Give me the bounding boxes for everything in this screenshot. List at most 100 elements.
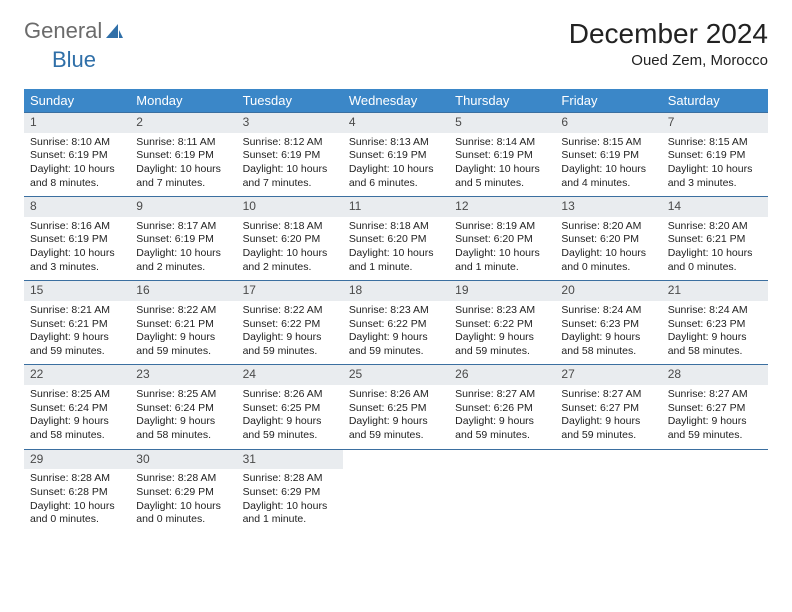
sunrise-text: Sunrise: 8:15 AM: [561, 136, 655, 150]
daylight-text: Daylight: 9 hours: [30, 331, 124, 345]
sunrise-text: Sunrise: 8:22 AM: [136, 304, 230, 318]
daylight-text: Daylight: 9 hours: [243, 331, 337, 345]
sunrise-text: Sunrise: 8:27 AM: [455, 388, 549, 402]
day-details: Sunrise: 8:20 AMSunset: 6:21 PMDaylight:…: [662, 217, 768, 281]
weekday-header: Wednesday: [343, 89, 449, 112]
calendar-week-row: 1Sunrise: 8:10 AMSunset: 6:19 PMDaylight…: [24, 112, 768, 196]
sunrise-text: Sunrise: 8:28 AM: [243, 472, 337, 486]
daylight-text: Daylight: 10 hours: [30, 500, 124, 514]
day-details: Sunrise: 8:16 AMSunset: 6:19 PMDaylight:…: [24, 217, 130, 281]
day-number: 12: [449, 197, 555, 217]
daylight-text: and 0 minutes.: [668, 261, 762, 275]
day-details: Sunrise: 8:28 AMSunset: 6:29 PMDaylight:…: [237, 469, 343, 533]
daylight-text: and 58 minutes.: [136, 429, 230, 443]
sunset-text: Sunset: 6:19 PM: [136, 233, 230, 247]
sunrise-text: Sunrise: 8:28 AM: [136, 472, 230, 486]
calendar-day-cell: 16Sunrise: 8:22 AMSunset: 6:21 PMDayligh…: [130, 281, 236, 364]
sunrise-text: Sunrise: 8:23 AM: [455, 304, 549, 318]
day-number: 24: [237, 365, 343, 385]
sunset-text: Sunset: 6:24 PM: [30, 402, 124, 416]
sunset-text: Sunset: 6:27 PM: [668, 402, 762, 416]
daylight-text: and 2 minutes.: [243, 261, 337, 275]
day-details: Sunrise: 8:14 AMSunset: 6:19 PMDaylight:…: [449, 133, 555, 197]
day-number: 17: [237, 281, 343, 301]
daylight-text: and 1 minute.: [349, 261, 443, 275]
brand-part2: Blue: [52, 47, 96, 73]
calendar-day-cell: 25Sunrise: 8:26 AMSunset: 6:25 PMDayligh…: [343, 365, 449, 448]
sunset-text: Sunset: 6:19 PM: [136, 149, 230, 163]
day-number: 21: [662, 281, 768, 301]
daylight-text: Daylight: 9 hours: [561, 331, 655, 345]
daylight-text: and 0 minutes.: [561, 261, 655, 275]
sunrise-text: Sunrise: 8:18 AM: [243, 220, 337, 234]
calendar-day-cell: 17Sunrise: 8:22 AMSunset: 6:22 PMDayligh…: [237, 281, 343, 364]
day-number: 29: [24, 450, 130, 470]
daylight-text: and 59 minutes.: [455, 345, 549, 359]
daylight-text: Daylight: 9 hours: [136, 415, 230, 429]
day-details: Sunrise: 8:28 AMSunset: 6:29 PMDaylight:…: [130, 469, 236, 533]
sunrise-text: Sunrise: 8:12 AM: [243, 136, 337, 150]
sunrise-text: Sunrise: 8:11 AM: [136, 136, 230, 150]
sunset-text: Sunset: 6:26 PM: [455, 402, 549, 416]
calendar-day-cell: [449, 450, 555, 533]
sunset-text: Sunset: 6:20 PM: [561, 233, 655, 247]
sunrise-text: Sunrise: 8:15 AM: [668, 136, 762, 150]
calendar-week-row: 8Sunrise: 8:16 AMSunset: 6:19 PMDaylight…: [24, 196, 768, 280]
daylight-text: and 0 minutes.: [136, 513, 230, 527]
day-number: 16: [130, 281, 236, 301]
sunrise-text: Sunrise: 8:27 AM: [561, 388, 655, 402]
weekday-header: Sunday: [24, 89, 130, 112]
day-details: Sunrise: 8:24 AMSunset: 6:23 PMDaylight:…: [555, 301, 661, 365]
sunset-text: Sunset: 6:19 PM: [668, 149, 762, 163]
calendar-day-cell: 23Sunrise: 8:25 AMSunset: 6:24 PMDayligh…: [130, 365, 236, 448]
day-number: 19: [449, 281, 555, 301]
day-details: Sunrise: 8:22 AMSunset: 6:22 PMDaylight:…: [237, 301, 343, 365]
day-details: Sunrise: 8:23 AMSunset: 6:22 PMDaylight:…: [449, 301, 555, 365]
calendar-day-cell: 10Sunrise: 8:18 AMSunset: 6:20 PMDayligh…: [237, 197, 343, 280]
day-details: Sunrise: 8:23 AMSunset: 6:22 PMDaylight:…: [343, 301, 449, 365]
sunset-text: Sunset: 6:25 PM: [349, 402, 443, 416]
daylight-text: Daylight: 9 hours: [349, 331, 443, 345]
sunset-text: Sunset: 6:19 PM: [561, 149, 655, 163]
day-number: 3: [237, 113, 343, 133]
sunset-text: Sunset: 6:21 PM: [136, 318, 230, 332]
calendar-week-row: 15Sunrise: 8:21 AMSunset: 6:21 PMDayligh…: [24, 280, 768, 364]
day-number: 26: [449, 365, 555, 385]
day-details: Sunrise: 8:12 AMSunset: 6:19 PMDaylight:…: [237, 133, 343, 197]
brand-sail-icon: [104, 22, 124, 40]
day-details: Sunrise: 8:27 AMSunset: 6:26 PMDaylight:…: [449, 385, 555, 449]
day-details: Sunrise: 8:22 AMSunset: 6:21 PMDaylight:…: [130, 301, 236, 365]
sunrise-text: Sunrise: 8:19 AM: [455, 220, 549, 234]
day-details: Sunrise: 8:13 AMSunset: 6:19 PMDaylight:…: [343, 133, 449, 197]
daylight-text: and 1 minute.: [455, 261, 549, 275]
calendar-day-cell: 9Sunrise: 8:17 AMSunset: 6:19 PMDaylight…: [130, 197, 236, 280]
day-details: Sunrise: 8:26 AMSunset: 6:25 PMDaylight:…: [343, 385, 449, 449]
month-title: December 2024: [569, 18, 768, 50]
daylight-text: Daylight: 10 hours: [243, 247, 337, 261]
calendar-day-cell: 26Sunrise: 8:27 AMSunset: 6:26 PMDayligh…: [449, 365, 555, 448]
calendar-day-cell: 24Sunrise: 8:26 AMSunset: 6:25 PMDayligh…: [237, 365, 343, 448]
sunrise-text: Sunrise: 8:21 AM: [30, 304, 124, 318]
daylight-text: Daylight: 9 hours: [455, 331, 549, 345]
sunset-text: Sunset: 6:25 PM: [243, 402, 337, 416]
daylight-text: and 59 minutes.: [349, 429, 443, 443]
calendar-day-cell: 31Sunrise: 8:28 AMSunset: 6:29 PMDayligh…: [237, 450, 343, 533]
daylight-text: and 59 minutes.: [349, 345, 443, 359]
daylight-text: Daylight: 10 hours: [455, 247, 549, 261]
calendar-week-row: 22Sunrise: 8:25 AMSunset: 6:24 PMDayligh…: [24, 364, 768, 448]
sunset-text: Sunset: 6:23 PM: [668, 318, 762, 332]
sunrise-text: Sunrise: 8:20 AM: [561, 220, 655, 234]
sunrise-text: Sunrise: 8:25 AM: [136, 388, 230, 402]
day-details: Sunrise: 8:15 AMSunset: 6:19 PMDaylight:…: [555, 133, 661, 197]
daylight-text: and 1 minute.: [243, 513, 337, 527]
day-details: Sunrise: 8:17 AMSunset: 6:19 PMDaylight:…: [130, 217, 236, 281]
day-details: Sunrise: 8:21 AMSunset: 6:21 PMDaylight:…: [24, 301, 130, 365]
sunset-text: Sunset: 6:19 PM: [30, 149, 124, 163]
calendar-day-cell: 14Sunrise: 8:20 AMSunset: 6:21 PMDayligh…: [662, 197, 768, 280]
sunset-text: Sunset: 6:20 PM: [243, 233, 337, 247]
sunrise-text: Sunrise: 8:28 AM: [30, 472, 124, 486]
day-details: Sunrise: 8:19 AMSunset: 6:20 PMDaylight:…: [449, 217, 555, 281]
daylight-text: and 0 minutes.: [30, 513, 124, 527]
day-number: 1: [24, 113, 130, 133]
calendar-day-cell: 18Sunrise: 8:23 AMSunset: 6:22 PMDayligh…: [343, 281, 449, 364]
